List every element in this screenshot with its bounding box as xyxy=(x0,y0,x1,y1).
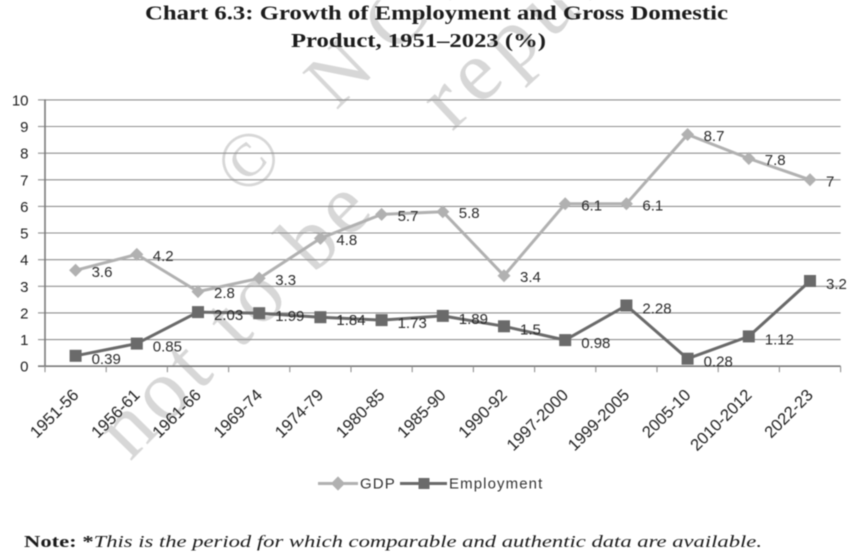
svg-text:1951-56: 1951-56 xyxy=(27,386,83,442)
svg-text:2005-10: 2005-10 xyxy=(639,386,695,442)
svg-text:0.28: 0.28 xyxy=(704,354,733,371)
svg-text:2: 2 xyxy=(20,305,28,322)
svg-text:6: 6 xyxy=(20,199,28,216)
svg-text:4.8: 4.8 xyxy=(336,232,357,249)
svg-text:3: 3 xyxy=(20,279,28,296)
svg-text:1985-90: 1985-90 xyxy=(394,386,450,442)
svg-text:10: 10 xyxy=(12,92,29,109)
svg-text:2.8: 2.8 xyxy=(214,285,235,302)
svg-text:2.28: 2.28 xyxy=(642,301,671,318)
svg-text:5.8: 5.8 xyxy=(459,205,480,222)
svg-text:1.73: 1.73 xyxy=(398,315,427,332)
svg-text:2022-23: 2022-23 xyxy=(761,386,817,442)
svg-text:2.03: 2.03 xyxy=(214,307,243,324)
svg-text:Product, 1951–2023 (%): Product, 1951–2023 (%) xyxy=(291,30,546,52)
svg-text:GDP: GDP xyxy=(360,476,396,493)
svg-text:0.98: 0.98 xyxy=(581,335,610,352)
svg-text:4: 4 xyxy=(20,252,28,269)
svg-text:1990-92: 1990-92 xyxy=(455,386,511,442)
svg-text:5: 5 xyxy=(20,226,28,243)
svg-text:1980-85: 1980-85 xyxy=(333,386,389,442)
svg-text:Employment: Employment xyxy=(449,476,543,493)
svg-text:7.8: 7.8 xyxy=(765,152,786,169)
svg-text:1997-2000: 1997-2000 xyxy=(503,386,572,455)
svg-text:9: 9 xyxy=(20,119,28,136)
svg-text:1.99: 1.99 xyxy=(275,308,304,325)
svg-text:3.6: 3.6 xyxy=(92,264,113,281)
svg-text:1.84: 1.84 xyxy=(336,312,365,329)
svg-text:6.1: 6.1 xyxy=(581,197,602,214)
svg-text:1: 1 xyxy=(20,332,28,349)
svg-text:3.4: 3.4 xyxy=(520,269,541,286)
svg-text:7: 7 xyxy=(20,172,28,189)
svg-text:6.1: 6.1 xyxy=(642,197,663,214)
svg-text:8: 8 xyxy=(20,146,28,163)
svg-text:4.2: 4.2 xyxy=(153,248,174,265)
svg-text:3.3: 3.3 xyxy=(275,272,296,289)
svg-text:Note: *This is the period for: Note: * This is the period for which comp… xyxy=(24,532,762,551)
svg-text:1.5: 1.5 xyxy=(520,321,541,338)
svg-text:1.89: 1.89 xyxy=(459,311,488,328)
svg-text:3.2: 3.2 xyxy=(826,276,847,293)
svg-text:1999-2005: 1999-2005 xyxy=(565,386,634,455)
svg-text:7: 7 xyxy=(826,173,834,190)
svg-text:0.85: 0.85 xyxy=(153,339,182,356)
svg-text:5.7: 5.7 xyxy=(398,208,419,225)
svg-text:0.39: 0.39 xyxy=(92,351,121,368)
svg-text:0: 0 xyxy=(20,359,28,376)
svg-text:1.12: 1.12 xyxy=(765,331,794,348)
svg-text:1974-79: 1974-79 xyxy=(272,386,328,442)
svg-text:8.7: 8.7 xyxy=(704,128,725,145)
svg-text:Chart 6.3: Growth of Employmen: Chart 6.3: Growth of Employment and Gros… xyxy=(145,3,728,25)
svg-text:2010-2012: 2010-2012 xyxy=(687,386,756,455)
